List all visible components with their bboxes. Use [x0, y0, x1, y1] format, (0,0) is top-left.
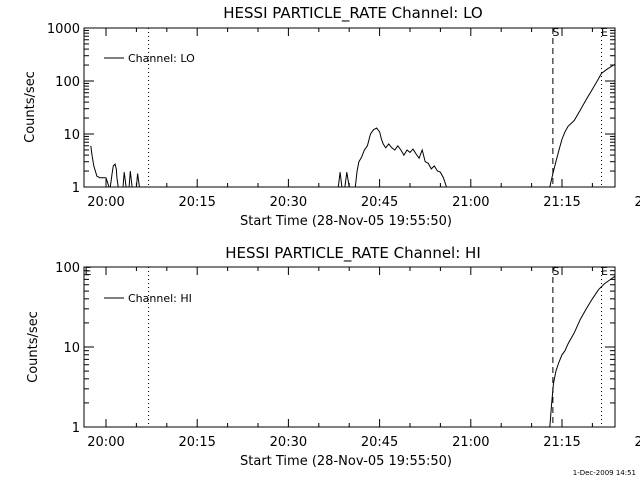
x-tick-label: 20:30: [270, 195, 307, 210]
y-tick-label: 10: [63, 341, 80, 356]
x-tick-label: 21:15: [543, 195, 580, 210]
timestamp: 1-Dec-2009 14:51: [573, 469, 636, 477]
y-tick-label: 100: [55, 75, 80, 90]
y-tick-label: 1: [72, 181, 80, 196]
x-tick-label: 21:00: [452, 195, 489, 210]
y-tick-label: 100: [55, 261, 80, 276]
legend-label: Channel: LO: [128, 52, 195, 65]
chart-title: HESSI PARTICLE_RATE Channel: LO: [223, 4, 482, 23]
event-marker-label: S: [552, 265, 559, 278]
legend: Channel: HI: [104, 292, 192, 305]
event-marker-label: S: [552, 26, 559, 39]
x-tick-label: 20:45: [361, 435, 398, 450]
y-axis-label: Counts/sec: [26, 311, 41, 383]
y-axis-label: Counts/sec: [23, 71, 38, 143]
event-marker-label: E: [85, 265, 92, 278]
x-tick-label: 20:00: [87, 435, 124, 450]
x-tick-label: 21:00: [452, 435, 489, 450]
x-tick-label: 20:30: [270, 435, 307, 450]
x-tick-label: 20:15: [178, 435, 215, 450]
y-tick-label: 10: [63, 128, 80, 143]
legend-label: Channel: HI: [128, 292, 192, 305]
x-tick-label: 21:15: [543, 435, 580, 450]
series-line: [549, 275, 615, 427]
x-tick-label: 21:30: [634, 195, 640, 210]
plot-frame: [83, 266, 616, 428]
chart-lo: HESSI PARTICLE_RATE Channel: LO 20:00 20:…: [23, 4, 640, 229]
x-axis-label: Start Time (28-Nov-05 19:55:50): [240, 454, 452, 469]
y-tick-label: 1: [72, 421, 80, 436]
y-tick-label: 1000: [47, 22, 80, 37]
legend: Channel: LO: [104, 52, 195, 65]
chart-hi: HESSI PARTICLE_RATE Channel: HI 20:00 20:…: [26, 244, 640, 469]
chart-title: HESSI PARTICLE_RATE Channel: HI: [225, 244, 481, 263]
x-tick-label: 20:15: [178, 195, 215, 210]
x-tick-label: 20:45: [361, 195, 398, 210]
event-marker-label: E: [601, 265, 608, 278]
x-axis-label: Start Time (28-Nov-05 19:55:50): [240, 214, 452, 229]
x-tick-label: 20:00: [87, 195, 124, 210]
event-marker-label: E: [601, 26, 608, 39]
series-line: [90, 63, 615, 187]
x-tick-label: 21:30: [634, 435, 640, 450]
